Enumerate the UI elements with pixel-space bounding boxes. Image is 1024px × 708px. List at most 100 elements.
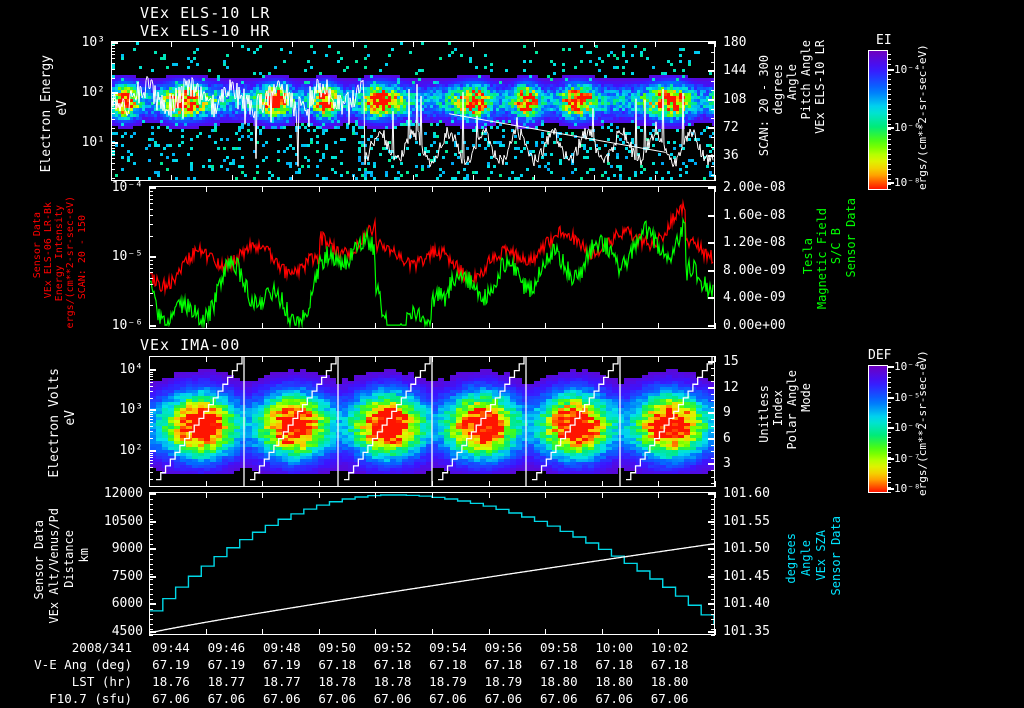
- table-cell: 18.78: [318, 674, 357, 689]
- axis-tick-mark: [594, 41, 595, 47]
- axis-tick-mark: [655, 41, 656, 47]
- axis-tick-mark: [888, 139, 891, 140]
- axis-tick-mark: [711, 90, 715, 91]
- axis-tick-mark: [711, 544, 715, 545]
- axis-tick-mark: [432, 629, 433, 635]
- table-cell: 18.77: [262, 674, 301, 689]
- axis-tick-mark: [149, 438, 153, 439]
- axis-tick-mark: [432, 186, 433, 192]
- axis-tick-mark: [149, 629, 153, 630]
- axis-tick-mark: [545, 186, 546, 192]
- axis-tick-mark: [149, 409, 156, 411]
- panel1-title-lr: VEx ELS-10 LR: [140, 4, 271, 22]
- axis-tick-mark: [111, 95, 115, 96]
- axis-tick-mark: [432, 481, 433, 487]
- axis-tick-mark: [149, 272, 153, 273]
- axis-tick-mark: [711, 509, 715, 510]
- panel3-y2tick: 15: [723, 354, 739, 370]
- panel1-y2label-angle: Angle: [785, 64, 799, 101]
- table-cell: 18.80: [539, 674, 578, 689]
- axis-tick-mark: [711, 118, 715, 119]
- axis-tick-mark: [711, 137, 715, 138]
- axis-tick-mark: [292, 175, 293, 181]
- axis-tick-mark: [711, 599, 715, 600]
- axis-tick-mark: [888, 442, 891, 443]
- axis-tick-mark: [149, 293, 153, 294]
- axis-tick-mark: [149, 499, 153, 500]
- axis-tick-mark: [111, 58, 115, 59]
- axis-tick-mark: [888, 432, 891, 433]
- axis-tick-mark: [149, 619, 153, 620]
- axis-tick-mark: [375, 323, 376, 329]
- panel2-y2tick: 8.00e-09: [723, 262, 786, 278]
- axis-tick-mark: [711, 494, 715, 495]
- axis-tick-mark: [149, 186, 150, 192]
- axis-tick-mark: [432, 356, 433, 362]
- axis-tick-mark: [534, 175, 535, 181]
- table-cell: 09:58: [539, 640, 578, 655]
- axis-tick-mark: [149, 376, 153, 377]
- axis-tick-mark: [149, 305, 153, 306]
- axis-tick-mark: [711, 445, 715, 446]
- table-cell: 67.06: [152, 691, 190, 706]
- panel1-y2tick: 36: [723, 148, 739, 164]
- axis-tick-mark: [888, 69, 891, 70]
- panel4-y2label-angle: Angle: [799, 540, 813, 577]
- axis-tick-mark: [262, 492, 263, 498]
- axis-tick-mark: [262, 629, 263, 635]
- panel1-electron-energy-spectrogram[interactable]: [111, 41, 715, 181]
- axis-tick-mark: [711, 514, 715, 515]
- colorbar-def-tick: 10⁻⁸: [894, 482, 921, 496]
- panel2-ytick: 10⁻⁶: [111, 318, 143, 334]
- panel3-y2tick: 6: [723, 430, 731, 446]
- panel4-altitude-sza[interactable]: [149, 492, 715, 635]
- axis-tick-mark: [711, 609, 715, 610]
- panel2-ytick: 10⁻⁴: [111, 180, 143, 196]
- axis-tick-mark: [319, 629, 320, 635]
- panel2-y2label-units: Tesla: [801, 238, 815, 275]
- axis-tick-mark: [149, 584, 153, 585]
- panel1-y2label-sensor: VEx ELS-10 LR: [813, 40, 827, 134]
- axis-tick-mark: [489, 492, 490, 498]
- axis-tick-mark: [353, 175, 354, 181]
- colorbar-def-tick: 10⁻⁷: [894, 451, 921, 465]
- axis-tick-mark: [711, 426, 715, 427]
- axis-tick-mark: [888, 372, 891, 373]
- panel1-y2tick: 108: [723, 91, 747, 107]
- panel2-ylabel-quantity: Energy Intensity: [54, 205, 65, 302]
- axis-tick-mark: [711, 539, 715, 540]
- axis-tick-mark: [888, 452, 891, 453]
- panel1-y2label-scan: SCAN: 20 - 300: [757, 55, 771, 157]
- axis-tick-mark: [149, 431, 153, 432]
- axis-tick-mark: [888, 134, 891, 135]
- axis-tick-mark: [708, 269, 715, 272]
- panel3-ima-spectrogram[interactable]: [149, 356, 715, 487]
- axis-tick-mark: [171, 175, 172, 181]
- panel3-y2label-unitless: Unitless: [757, 385, 771, 443]
- axis-tick-mark: [711, 375, 715, 376]
- table-cell: 67.18: [484, 657, 523, 672]
- axis-tick-mark: [711, 594, 715, 595]
- table-cell: 67.18: [373, 657, 412, 672]
- panel4-ytick: 7500: [111, 568, 143, 584]
- axis-tick-mark: [715, 481, 716, 487]
- panel2-energy-magfield[interactable]: [149, 186, 715, 329]
- axis-tick-mark: [711, 499, 715, 500]
- axis-tick-mark: [708, 325, 715, 327]
- axis-tick-mark: [149, 599, 153, 600]
- axis-tick-mark: [111, 145, 115, 146]
- axis-tick-mark: [149, 191, 153, 192]
- table-cell: 18.80: [650, 674, 689, 689]
- axis-tick-mark: [711, 524, 715, 525]
- axis-tick-mark: [149, 564, 153, 565]
- axis-tick-mark: [708, 242, 715, 245]
- axis-tick-mark: [149, 450, 156, 452]
- axis-tick-mark: [149, 467, 153, 468]
- axis-tick-mark: [888, 422, 891, 423]
- axis-tick-mark: [149, 539, 153, 540]
- axis-tick-mark: [602, 492, 603, 498]
- axis-tick-mark: [149, 187, 156, 189]
- axis-tick-mark: [708, 631, 715, 633]
- colorbar-def-tick: 10⁻⁴: [894, 360, 921, 374]
- panel4-y2tick: 101.60: [723, 486, 770, 502]
